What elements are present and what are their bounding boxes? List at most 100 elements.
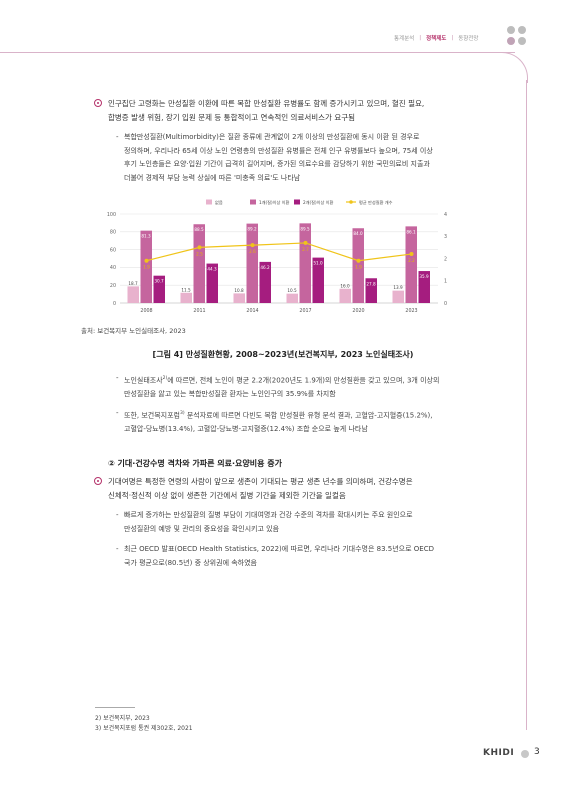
line-data-label: 2.6 — [249, 249, 256, 254]
bar-data-label: 16.0 — [340, 283, 350, 288]
y2-tick-label: 2 — [444, 256, 447, 262]
text-fragment: 에 따르면, 전체 노인이 평균 2.2개(2020년도 1.9개)의 만성질환… — [167, 376, 440, 385]
bullet-paragraph-1: 인구집단 고령화는 만성질환 이환에 따른 복합 만성질환 유병률도 함께 증가… — [94, 97, 425, 125]
bar-data-label: 27.8 — [366, 281, 376, 286]
line-point — [197, 245, 202, 250]
dash-paragraph-1: - 복합만성질환(Multimorbidity)은 질환 종류에 관계없이 2개… — [116, 131, 433, 185]
bar — [153, 275, 165, 303]
legend-swatch — [349, 200, 353, 204]
line-data-label: 1.9 — [355, 265, 362, 270]
bar-data-label: 86.1 — [406, 229, 416, 234]
text-line: 만성질환의 예방 및 관리의 중요성을 확인시키고 있음 — [124, 524, 280, 533]
text-line: 빠르게 증가하는 만성질환의 질병 부담이 기대여명과 건강 수준의 격차를 확… — [124, 511, 413, 519]
y-tick-label: 60 — [110, 247, 116, 253]
footnote-item: 3) 보건복지포럼 통권 제302호, 2021 — [95, 725, 193, 732]
dash-paragraph-4: - 빠르게 증가하는 만성질환의 질병 부담이 기대여명과 건강 수준의 격차를… — [116, 509, 413, 536]
decorative-dots-icon — [507, 26, 529, 48]
text-fragment: 노인실태조사 — [124, 376, 163, 385]
y-tick-label: 40 — [110, 265, 116, 271]
bar — [140, 230, 152, 303]
text-line: 복합만성질환(Multimorbidity)은 질환 종류에 관계없이 2개 이… — [124, 133, 420, 141]
nav-item-policy[interactable]: 정책제도 — [426, 36, 447, 42]
page-number: 3 — [534, 747, 540, 757]
bar-data-label: 35.9 — [419, 274, 429, 279]
text-line: 후기 노인층들은 요양·입원 기간이 급격히 길어지며, 증가된 의료수요를 감… — [124, 160, 430, 168]
legend-label: 평균 만성질환 개수 — [359, 199, 393, 206]
bar-data-label: 88.5 — [194, 227, 204, 232]
bar — [286, 293, 298, 303]
bar — [299, 223, 311, 303]
bar-data-label: 13.9 — [393, 285, 403, 290]
footnote-divider — [95, 707, 135, 708]
bar — [392, 290, 404, 303]
line-point — [356, 258, 361, 263]
bar — [246, 223, 258, 303]
text-line: 신체적·정신적 이상 없이 생존한 기간에서 질병 기간을 제외한 기간을 일컬… — [108, 491, 346, 500]
bar — [365, 278, 377, 303]
bullet-icon — [94, 477, 102, 485]
bar-data-label: 51.0 — [313, 261, 323, 266]
text-line: 합병증 발생 위험, 장기 입원 문제 등 통합적이고 연속적인 의료서비스가 … — [108, 113, 356, 122]
footnote-ref[interactable]: 2) — [162, 376, 168, 381]
bar-data-label: 10.8 — [234, 288, 244, 293]
text-line: 정의하며, 우리나라 65세 이상 노인 연령층의 만성질환 유병률은 전체 인… — [124, 146, 433, 155]
legend-swatch — [294, 199, 300, 205]
y-tick-label: 0 — [113, 301, 116, 307]
frame-side-line — [526, 80, 527, 730]
text-line: 기대여명은 특정한 연령의 사람이 앞으로 생존이 기대되는 평균 생존 년수를… — [108, 477, 413, 486]
text-line: 고혈압-당뇨병(13.4%), 고혈압-당뇨병-고지혈증(12.4%) 조합 순… — [124, 424, 368, 433]
bar — [127, 286, 139, 303]
bar — [193, 224, 205, 303]
text-fragment: 또한, 보건복지포럼 — [124, 411, 180, 420]
line-data-label: 2.2 — [408, 258, 415, 263]
bar — [312, 257, 324, 303]
series-line — [146, 242, 412, 262]
y2-tick-label: 3 — [444, 234, 447, 240]
bar-data-label: 44.3 — [207, 267, 217, 272]
y-tick-label: 80 — [110, 230, 116, 236]
nav-separator: | — [419, 35, 422, 41]
bar — [259, 261, 271, 303]
bar — [405, 226, 417, 303]
frame-corner — [497, 52, 528, 83]
y2-tick-label: 1 — [444, 279, 447, 285]
bar-data-label: 81.3 — [141, 234, 151, 239]
text-line: 인구집단 고령화는 만성질환 이환에 따른 복합 만성질환 유병률도 함께 증가… — [108, 99, 425, 108]
text-line: 더불어 경제적 부담 능력 상실에 따른 '미충족 의료'도 나타남 — [124, 173, 301, 182]
footnote-ref[interactable]: 3) — [179, 411, 185, 416]
chronic-disease-chart: 0 20 40 60 80 100 0 1 2 3 4 없음 1개(질)이상 이환 2개(질)이상 이환 평… — [107, 199, 447, 314]
text-line: 최근 OECD 발표(OECD Health Statistics, 2022)… — [124, 545, 434, 553]
x-tick-label: 2020 — [352, 308, 364, 314]
legend-swatch — [206, 199, 212, 205]
figure-caption: [그림 4] 만성질환현황, 2008~2023년(보건복지부, 2023 노인… — [152, 350, 414, 359]
bar-data-label: 18.7 — [128, 281, 138, 286]
y-tick-label: 20 — [110, 283, 116, 289]
bar-data-label: 30.7 — [154, 279, 164, 284]
legend-label: 2개(질)이상 이환 — [303, 199, 334, 206]
bullet-icon — [94, 99, 102, 107]
khidi-logo: KHIDI — [483, 748, 515, 758]
y2-tick-label: 4 — [444, 212, 447, 218]
nav-item-stats[interactable]: 통계분석 — [394, 36, 415, 42]
header-nav: 통계분석 | 정책제도 | 동향전망 — [394, 34, 478, 42]
line-point — [144, 258, 149, 263]
bar-data-label: 11.5 — [181, 287, 191, 292]
bar — [352, 228, 364, 303]
frame-divider — [0, 52, 515, 53]
line-data-label: 1.9 — [143, 265, 150, 270]
bullet-paragraph-2: 기대여명은 특정한 연령의 사람이 앞으로 생존이 기대되는 평균 생존 년수를… — [94, 475, 413, 503]
x-tick-label: 2017 — [299, 308, 311, 314]
bar — [180, 292, 192, 303]
bar — [206, 263, 218, 303]
dash-paragraph-2: - 노인실태조사2)에 따르면, 전체 노인이 평균 2.2개(2020년도 1… — [116, 372, 440, 401]
legend-label: 1개(질)이상 이환 — [259, 199, 290, 206]
line-point — [409, 252, 414, 257]
text-line: 만성질환을 앓고 있는 복합만성질환 환자는 노인인구의 35.9%를 차지함 — [124, 389, 336, 398]
section-heading: ② 기대·건강수명 격차와 가파른 의료·요양비용 증가 — [108, 459, 282, 468]
bar-data-label: 46.2 — [260, 265, 270, 270]
line-point — [250, 243, 255, 248]
nav-separator: | — [451, 35, 454, 41]
nav-item-trends[interactable]: 동향전망 — [458, 36, 479, 42]
bar-data-label: 84.0 — [353, 231, 363, 236]
text-fragment: 분석자료에 따르면 다빈도 복합 만성질환 유형 분석 결과, 고혈압-고지혈증… — [184, 411, 433, 420]
